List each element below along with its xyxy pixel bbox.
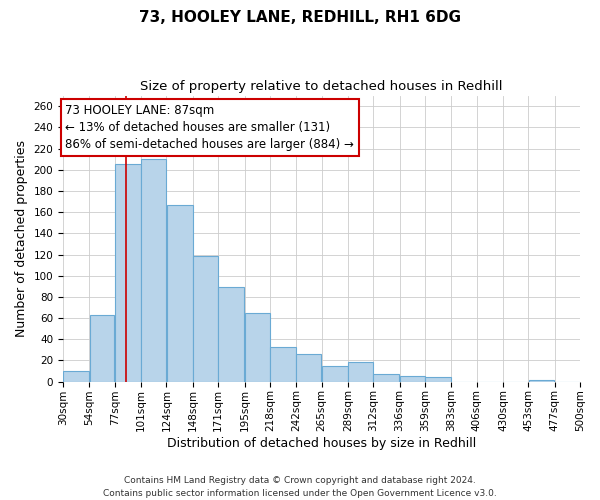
Bar xyxy=(322,366,347,382)
Bar xyxy=(373,374,400,382)
Bar xyxy=(193,256,218,382)
Bar xyxy=(529,380,554,382)
Bar xyxy=(90,315,115,382)
Bar xyxy=(167,204,193,382)
Bar xyxy=(218,288,244,382)
X-axis label: Distribution of detached houses by size in Redhill: Distribution of detached houses by size … xyxy=(167,437,476,450)
Bar xyxy=(142,159,166,382)
Text: 73, HOOLEY LANE, REDHILL, RH1 6DG: 73, HOOLEY LANE, REDHILL, RH1 6DG xyxy=(139,10,461,25)
Text: 73 HOOLEY LANE: 87sqm
← 13% of detached houses are smaller (131)
86% of semi-det: 73 HOOLEY LANE: 87sqm ← 13% of detached … xyxy=(65,104,354,151)
Bar xyxy=(115,164,141,382)
Bar xyxy=(270,346,296,382)
Bar xyxy=(348,362,373,382)
Y-axis label: Number of detached properties: Number of detached properties xyxy=(15,140,28,337)
Bar xyxy=(64,371,89,382)
Title: Size of property relative to detached houses in Redhill: Size of property relative to detached ho… xyxy=(140,80,503,93)
Bar xyxy=(400,376,425,382)
Bar xyxy=(296,354,321,382)
Text: Contains HM Land Registry data © Crown copyright and database right 2024.
Contai: Contains HM Land Registry data © Crown c… xyxy=(103,476,497,498)
Bar xyxy=(245,313,269,382)
Bar xyxy=(425,378,451,382)
